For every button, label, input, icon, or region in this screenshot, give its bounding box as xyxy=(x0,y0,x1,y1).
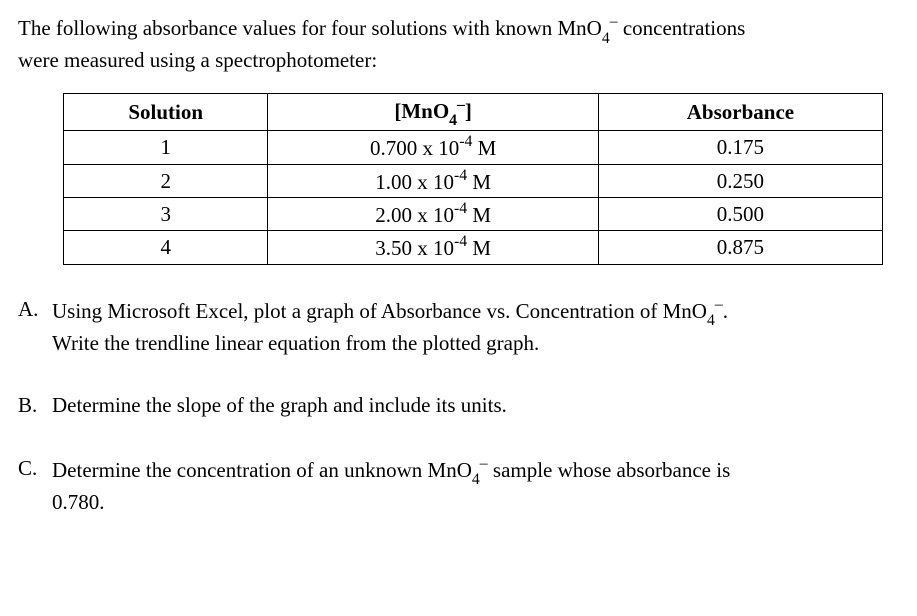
intro-line2: were measured using a spectrophotometer: xyxy=(18,48,377,72)
cell-conc-exp: -4 xyxy=(454,233,467,250)
qc-l2: 0.780. xyxy=(52,490,105,514)
intro-line1b: concentrations xyxy=(618,16,746,40)
question-body: Using Microsoft Excel, plot a graph of A… xyxy=(52,295,899,358)
cell-conc-exp: -4 xyxy=(454,167,467,184)
cell-abs: 0.250 xyxy=(598,164,882,197)
qc-minus: – xyxy=(480,455,488,472)
table-row: 2 1.00 x 10-4 M 0.250 xyxy=(64,164,883,197)
cell-solution: 1 xyxy=(64,131,268,164)
question-b: B. Determine the slope of the graph and … xyxy=(18,391,899,419)
question-body: Determine the concentration of an unknow… xyxy=(52,454,899,517)
qa-l2: Write the trendline linear equation from… xyxy=(52,331,539,355)
question-letter: C. xyxy=(18,454,52,517)
data-table: Solution [MnO4–] Absorbance 1 0.700 x 10… xyxy=(63,93,883,265)
qc-l1a: Determine the concentration of an unknow… xyxy=(52,458,472,482)
intro-sub4: 4 xyxy=(602,30,610,47)
intro-minus: – xyxy=(610,13,618,30)
table-header-row: Solution [MnO4–] Absorbance xyxy=(64,93,883,130)
table-row: 3 2.00 x 10-4 M 0.500 xyxy=(64,197,883,230)
cell-conc-unit: M xyxy=(472,136,496,160)
question-c: C. Determine the concentration of an unk… xyxy=(18,454,899,517)
cell-conc-val: 0.700 x 10 xyxy=(370,136,459,160)
cell-abs: 0.500 xyxy=(598,197,882,230)
cell-solution: 4 xyxy=(64,231,268,264)
col-concentration: [MnO4–] xyxy=(268,93,598,130)
col-conc-minus: – xyxy=(457,96,465,113)
cell-conc: 3.50 x 10-4 M xyxy=(268,231,598,264)
question-letter: B. xyxy=(18,391,52,419)
col-absorbance: Absorbance xyxy=(598,93,882,130)
col-solution: Solution xyxy=(64,93,268,130)
table-row: 1 0.700 x 10-4 M 0.175 xyxy=(64,131,883,164)
cell-solution: 3 xyxy=(64,197,268,230)
col-conc-sub: 4 xyxy=(449,112,457,129)
qa-sub: 4 xyxy=(707,312,715,329)
question-body: Determine the slope of the graph and inc… xyxy=(52,391,899,419)
cell-conc-exp: -4 xyxy=(459,133,472,150)
cell-conc-exp: -4 xyxy=(454,200,467,217)
cell-conc: 0.700 x 10-4 M xyxy=(268,131,598,164)
cell-conc-unit: M xyxy=(467,170,491,194)
cell-conc-unit: M xyxy=(467,203,491,227)
cell-conc-val: 2.00 x 10 xyxy=(375,203,454,227)
cell-solution: 2 xyxy=(64,164,268,197)
cell-conc-unit: M xyxy=(467,236,491,260)
col-conc-a: [MnO xyxy=(394,99,449,123)
cell-conc-val: 1.00 x 10 xyxy=(375,170,454,194)
qc-l1b: sample whose absorbance is xyxy=(488,458,731,482)
cell-abs: 0.175 xyxy=(598,131,882,164)
cell-conc-val: 3.50 x 10 xyxy=(375,236,454,260)
cell-abs: 0.875 xyxy=(598,231,882,264)
col-conc-b: ] xyxy=(465,99,472,123)
qc-sub: 4 xyxy=(472,471,480,488)
cell-conc: 2.00 x 10-4 M xyxy=(268,197,598,230)
qa-minus: – xyxy=(715,296,723,313)
table-row: 4 3.50 x 10-4 M 0.875 xyxy=(64,231,883,264)
qa-l1b: . xyxy=(723,299,728,323)
intro-line1a: The following absorbance values for four… xyxy=(18,16,602,40)
qa-l1a: Using Microsoft Excel, plot a graph of A… xyxy=(52,299,707,323)
cell-conc: 1.00 x 10-4 M xyxy=(268,164,598,197)
question-a: A. Using Microsoft Excel, plot a graph o… xyxy=(18,295,899,358)
question-letter: A. xyxy=(18,295,52,358)
table-body: 1 0.700 x 10-4 M 0.175 2 1.00 x 10-4 M 0… xyxy=(64,131,883,264)
intro-text: The following absorbance values for four… xyxy=(18,12,899,75)
